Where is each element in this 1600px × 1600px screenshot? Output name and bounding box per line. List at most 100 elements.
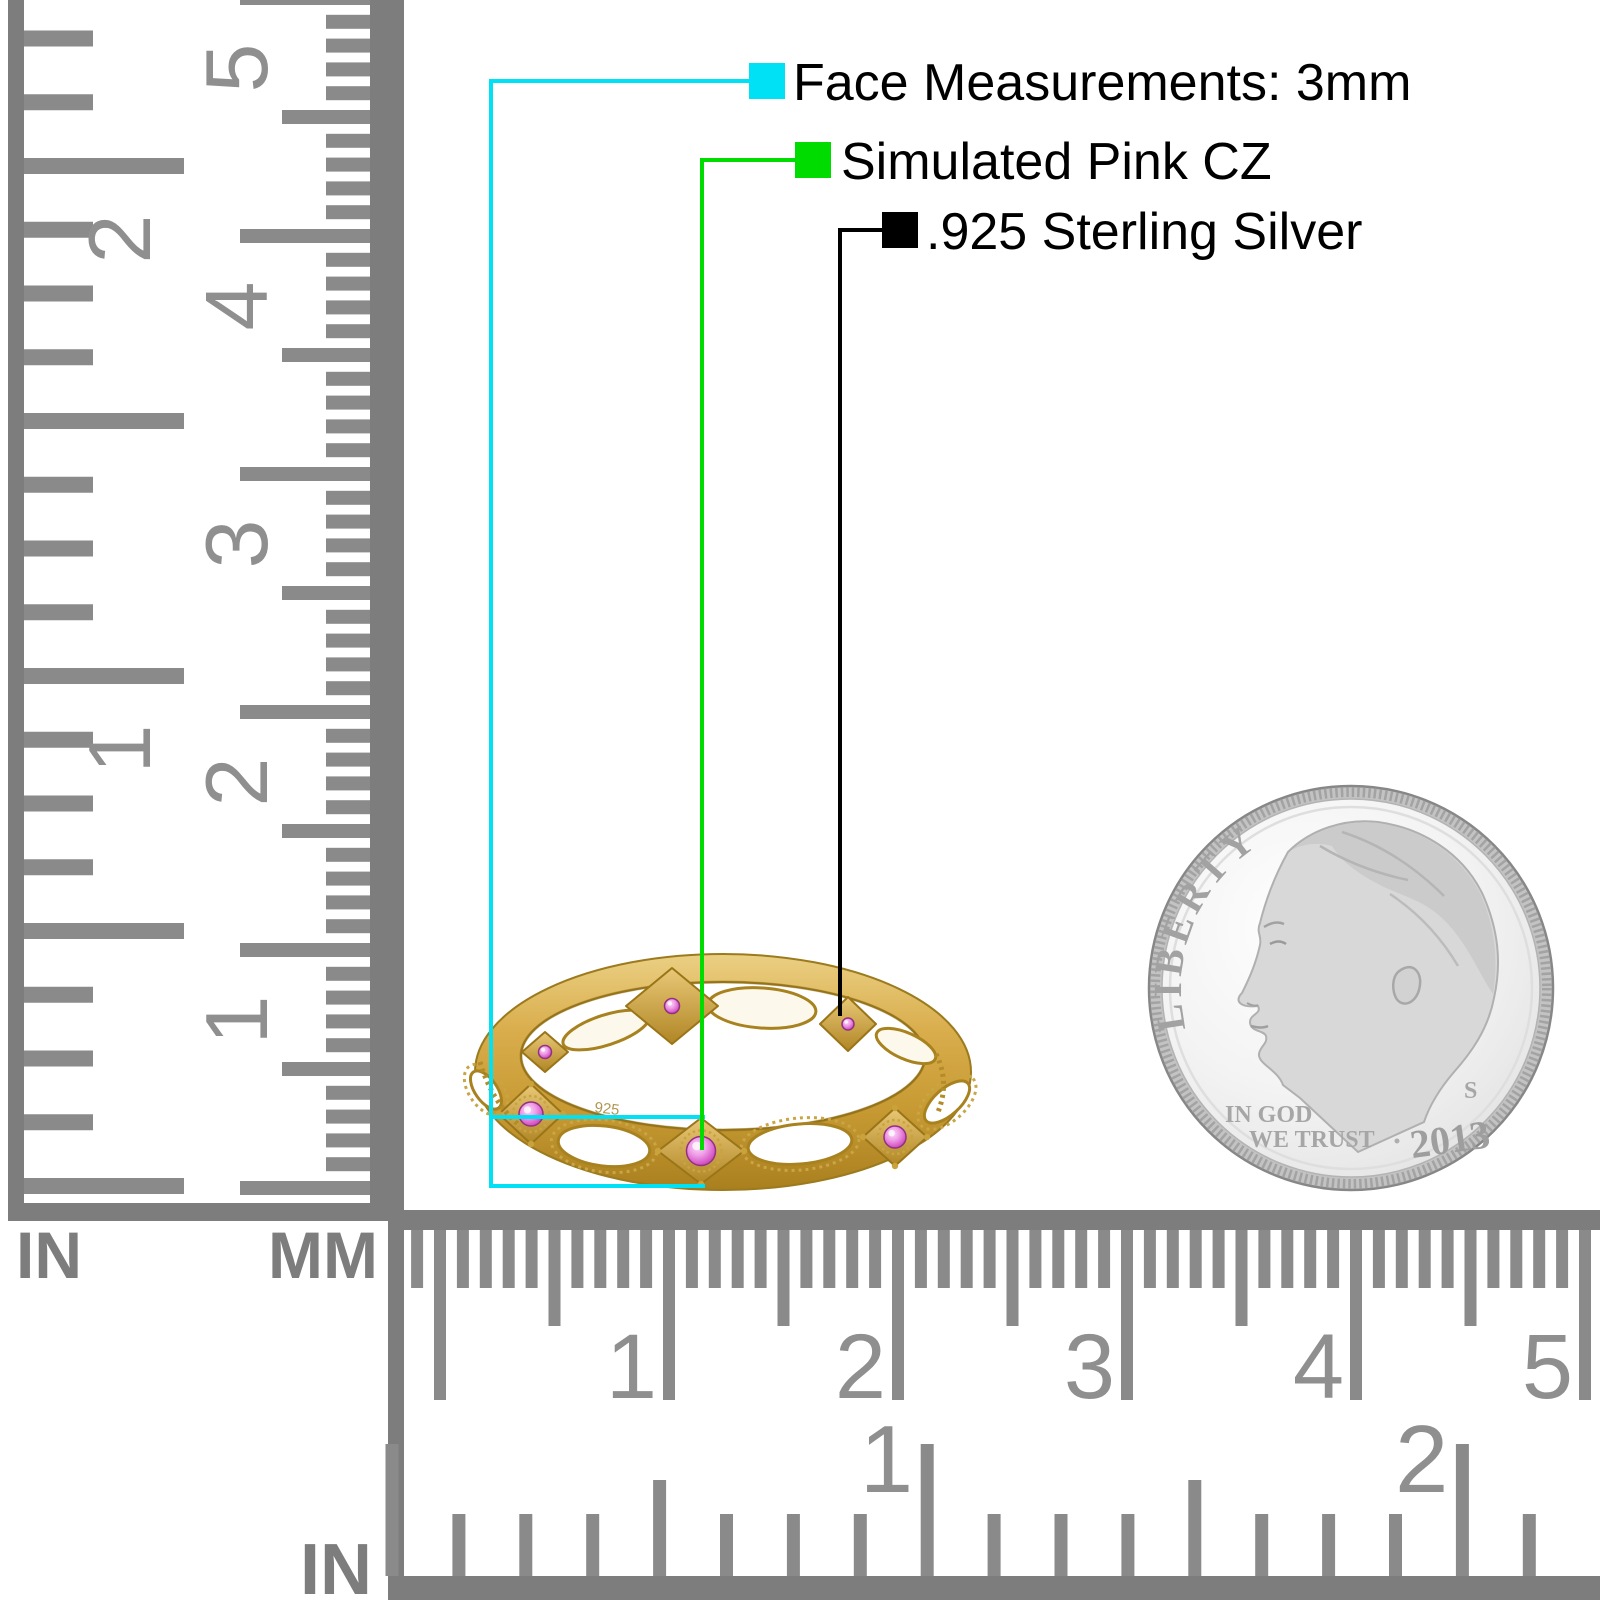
left-in-tick [24,413,184,429]
left-mm-tick [326,443,370,458]
ring-lens [874,1026,938,1066]
bottom-ruler-in-label: IN [300,1530,372,1600]
left-mm-tick [326,419,370,434]
left-mm-tick [240,943,370,957]
station-corner-bead [859,1133,867,1141]
bottom-mm-tick [571,1230,584,1288]
ring-lens [549,1117,659,1175]
ring-lens [916,1073,978,1131]
bottom-in-tick [987,1514,1001,1576]
left-mm-tick [282,110,370,124]
left-mm-tick [326,1133,370,1148]
left-ruler-inch-ticks [24,30,184,1194]
bottom-mm-tick [1464,1230,1477,1326]
left-in-tick [24,1114,93,1131]
bottom-in-tick [920,1444,934,1576]
ring-stone [841,1017,855,1031]
bottom-in-tick [1522,1514,1536,1576]
left-mm-tick [326,133,370,148]
bottom-mm-number: 2 [835,1316,886,1418]
left-mm-tick [326,205,370,220]
bottom-mm-tick [502,1230,515,1288]
left-mm-tick [326,38,370,53]
left-mm-tick [282,1062,370,1076]
bottom-in-tick [1255,1514,1269,1576]
bottom-ruler-mm-ticks [411,1230,1591,1400]
station-milgrain-ring [876,1118,914,1156]
left-ruler-inch-bar [8,0,24,1221]
left-mm-tick [326,562,370,577]
callout-face-label: Face Measurements: 3mm [793,54,1411,112]
roosevelt-mouth [1250,1024,1269,1029]
left-in-tick [24,221,93,238]
bottom-mm-tick [754,1230,767,1288]
lens-opening [556,1123,652,1169]
bottom-mm-tick [525,1230,538,1288]
lens-opening [922,1079,972,1125]
ring-hallmark-stamp: 925 [594,1099,621,1119]
left-in-tick [24,859,93,876]
left-in-number: 2 [70,215,169,264]
bottom-mm-tick [1006,1230,1019,1326]
bottom-ruler-in-bar [388,1576,1600,1600]
left-mm-tick [282,586,370,600]
bottom-in-tick [519,1514,533,1576]
left-mm-tick [282,348,370,362]
callout-metal-label: .925 Sterling Silver [926,203,1362,261]
left-in-tick [24,668,184,684]
left-in-tick [24,30,93,47]
left-in-tick [24,94,93,111]
coin-motto-line1: IN GOD [1225,1102,1312,1128]
callout-metal-swatch [882,212,918,248]
left-ruler-bottom-bar [8,1203,404,1221]
bottom-mm-tick [1189,1230,1202,1288]
bottom-mm-tick [1487,1230,1500,1288]
roosevelt-nostril [1246,1002,1259,1007]
bottom-mm-tick [1166,1230,1179,1288]
left-in-tick [24,158,184,174]
left-mm-tick [326,490,370,505]
ring-image: 925 [462,953,978,1191]
lens-milgrain-border [916,1073,978,1131]
bottom-mm-tick [1098,1230,1111,1288]
left-mm-tick [240,705,370,719]
lens-opening [468,1069,504,1111]
ring-right-milgrain [933,1052,946,1113]
bottom-mm-tick [823,1230,836,1288]
left-ruler-mm-ticks [240,0,370,1195]
station-corner-bead [891,1162,899,1170]
bottom-mm-tick [479,1230,492,1288]
stone-highlight [844,1020,848,1024]
bottom-ruler-mm-bar [404,1210,1600,1230]
bottom-mm-tick [800,1230,813,1288]
left-in-tick [24,285,93,302]
left-mm-tick [326,609,370,624]
left-in-tick [24,923,184,939]
bottom-mm-tick [434,1230,446,1400]
bottom-in-tick [653,1480,667,1576]
bottom-mm-tick [777,1230,790,1326]
bottom-mm-tick [937,1230,950,1288]
bottom-in-tick [586,1514,600,1576]
bottom-mm-tick [1533,1230,1546,1288]
left-mm-tick [326,324,370,339]
left-mm-tick [326,1014,370,1029]
bottom-mm-tick [617,1230,630,1288]
left-mm-number: 5 [187,44,286,93]
ring-left-milgrain [477,1061,520,1126]
ring-station [625,967,719,1045]
roosevelt-hair [1292,822,1496,994]
station-corner-bead [740,1147,748,1155]
bottom-mm-number: 1 [606,1316,657,1418]
station-corner-bead [891,1104,899,1112]
bottom-mm-tick [892,1230,904,1400]
callout-stone-label: Simulated Pink CZ [841,133,1272,191]
coin-motto-line2: WE TRUST [1249,1127,1375,1153]
stone-highlight [667,1001,672,1006]
ring-stone [518,1101,544,1127]
station-corner-bead [654,1147,662,1155]
coin-image: LIBERTY IN GOD WE TRUST S 2013 [1145,784,1555,1192]
left-mm-number: 2 [187,758,286,807]
left-mm-tick [326,1038,370,1053]
